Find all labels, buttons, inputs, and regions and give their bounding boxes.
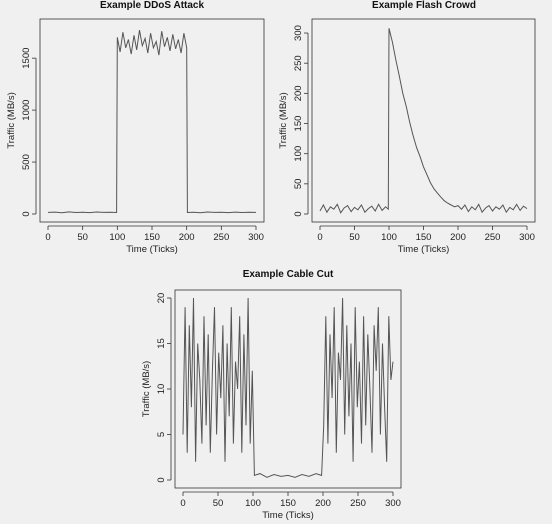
plot-frame bbox=[174, 289, 402, 489]
y-tick-label: 1500 bbox=[21, 48, 32, 69]
x-tick-label: 300 bbox=[248, 232, 264, 243]
y-tick-label: 0 bbox=[156, 477, 167, 482]
x-tick-label: 250 bbox=[350, 498, 366, 509]
y-tick-label: 0 bbox=[293, 211, 304, 216]
y-axis-label: Traffic (MB/s) bbox=[141, 361, 152, 417]
x-tick-label: 0 bbox=[317, 232, 322, 243]
x-tick-label: 300 bbox=[519, 232, 535, 243]
chart-2: Example Flash Crowd 0 50 100 150 200 250 300 Tim… bbox=[278, 0, 536, 255]
y-tick-label: 20 bbox=[156, 293, 167, 304]
chart-title: Example DDoS Attack bbox=[100, 0, 205, 11]
x-tick-label: 150 bbox=[144, 232, 160, 243]
x-tick-label: 200 bbox=[450, 232, 466, 243]
x-tick-label: 50 bbox=[213, 498, 224, 509]
y-tick-label: 300 bbox=[293, 25, 304, 41]
y-axis-label: Traffic (MB/s) bbox=[6, 92, 17, 148]
x-tick-label: 0 bbox=[180, 498, 185, 509]
y-tick-label: 250 bbox=[293, 55, 304, 71]
x-tick-label: 150 bbox=[416, 232, 432, 243]
chart-title: Example Flash Crowd bbox=[372, 0, 476, 11]
x-tick-label: 50 bbox=[349, 232, 360, 243]
x-tick-label: 250 bbox=[485, 232, 501, 243]
y-tick-label: 0 bbox=[21, 211, 32, 216]
x-tick-label: 150 bbox=[280, 498, 296, 509]
y-tick-label: 100 bbox=[293, 146, 304, 162]
x-tick-label: 300 bbox=[385, 498, 401, 509]
y-axis-label: Traffic (MB/s) bbox=[278, 92, 289, 148]
x-tick-label: 0 bbox=[45, 232, 50, 243]
x-tick-label: 200 bbox=[315, 498, 331, 509]
y-tick-label: 1000 bbox=[21, 100, 32, 121]
chart-title: Example Cable Cut bbox=[243, 269, 334, 280]
y-tick-label: 5 bbox=[156, 432, 167, 437]
y-tick-label: 150 bbox=[293, 116, 304, 132]
y-tick-label: 15 bbox=[156, 338, 167, 349]
y-tick-label: 500 bbox=[21, 154, 32, 170]
x-tick-label: 100 bbox=[381, 232, 397, 243]
x-axis-label: Time (Ticks) bbox=[126, 244, 178, 255]
series-line bbox=[319, 28, 528, 214]
x-axis-label: Time (Ticks) bbox=[262, 510, 314, 521]
x-axis-label: Time (Ticks) bbox=[398, 244, 450, 255]
x-tick-label: 250 bbox=[213, 232, 229, 243]
plot-frame bbox=[39, 18, 265, 223]
x-tick-label: 200 bbox=[179, 232, 195, 243]
y-tick-label: 10 bbox=[156, 384, 167, 395]
x-tick-label: 100 bbox=[109, 232, 125, 243]
y-tick-label: 50 bbox=[293, 179, 304, 190]
y-tick-label: 200 bbox=[293, 85, 304, 101]
plot-frame bbox=[311, 18, 536, 223]
series-line bbox=[47, 30, 257, 214]
series-line bbox=[182, 297, 394, 478]
x-tick-label: 50 bbox=[77, 232, 88, 243]
x-tick-label: 100 bbox=[245, 498, 261, 509]
chart-1: Example DDoS Attack 0 50 100 150 200 250 300 Tim… bbox=[6, 0, 265, 255]
